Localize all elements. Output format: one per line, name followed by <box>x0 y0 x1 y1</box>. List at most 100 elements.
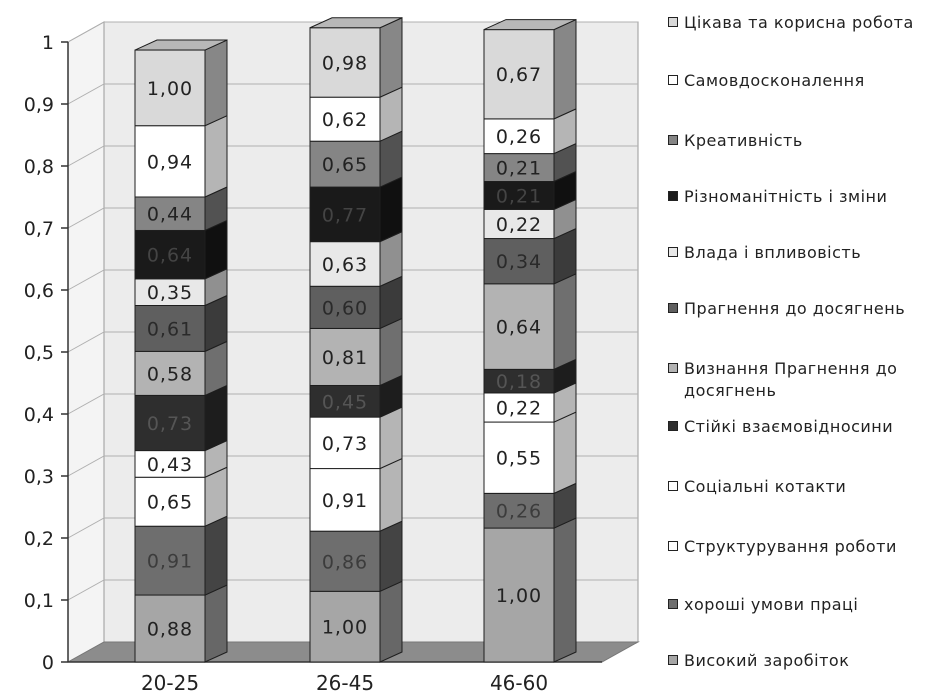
bar <box>309 530 381 592</box>
data-label: 0,18 <box>496 371 542 393</box>
data-label: 0,60 <box>322 297 368 319</box>
bar-side <box>204 515 228 596</box>
bar-segment: 0,44 <box>134 186 228 232</box>
data-label: 0,45 <box>322 391 368 413</box>
data-label: 0,88 <box>147 619 193 641</box>
legend-swatch <box>668 481 678 491</box>
legend-item: Різноманітність і зміни <box>668 186 924 208</box>
y-tick-label: 0,1 <box>24 590 54 612</box>
legend-item: Креативність <box>668 130 924 152</box>
y-tick-label: 0,7 <box>24 218 54 240</box>
data-label: 0,86 <box>322 551 368 573</box>
gridline <box>67 145 638 167</box>
bar-stack-26-45: 1,00 0,86 0,91 0,73 0,45 0,81 0,60 0,63 0,77 0,65… <box>309 16 403 663</box>
legend-item: Прагнення до досягнень <box>668 298 924 320</box>
legend-item: Соціальні котакти <box>668 476 924 498</box>
legend-swatch <box>668 17 678 27</box>
bar <box>134 229 206 280</box>
y-tick-label: 0,9 <box>24 94 54 116</box>
bar-segment: 0,77 <box>309 176 403 243</box>
bars: 0,88 0,91 0,65 0,43 0,73 0,58 0,61 0,35 0,64 0,44… <box>134 16 577 663</box>
bar-segment: 0,64 <box>134 219 228 280</box>
bar-segment: 0,88 <box>134 584 228 663</box>
legend-label: Високий заробіток <box>684 651 850 670</box>
bar-segment: 0,18 <box>483 358 577 394</box>
bar-segment: 0,73 <box>134 384 228 452</box>
bar <box>309 327 381 386</box>
data-label: 0,65 <box>322 154 368 176</box>
legend-item: Цікава та корисна робота <box>668 12 924 34</box>
legend-swatch <box>668 655 678 665</box>
data-label: 0,94 <box>147 151 193 173</box>
bar <box>134 125 206 198</box>
data-label: 0,67 <box>496 64 542 86</box>
gridline <box>67 207 638 229</box>
legend-label: Структурування роботи <box>684 537 897 556</box>
bar <box>309 241 381 287</box>
gridline <box>67 331 638 353</box>
legend-label: Прагнення до досягнень <box>684 299 906 318</box>
bar-segment: 0,65 <box>309 130 403 188</box>
bar-segment: 0,61 <box>134 294 228 353</box>
bar-segment: 0,64 <box>483 273 577 371</box>
bar <box>134 350 206 396</box>
bar-segment: 0,98 <box>309 16 403 98</box>
gridline <box>67 517 638 539</box>
legend-label: Різноманітність і зміни <box>684 187 888 206</box>
bar-stack-20-25: 0,88 0,91 0,65 0,43 0,73 0,58 0,61 0,35 0,64 0,44… <box>134 39 228 663</box>
data-label: 0,62 <box>322 109 368 131</box>
bar-segment: 0,26 <box>483 482 577 529</box>
y-tick-label: 0,6 <box>24 280 54 302</box>
y-tick-label: 0,4 <box>24 404 54 426</box>
data-label: 0,43 <box>147 454 193 476</box>
bar-side <box>204 384 228 452</box>
data-label: 0,77 <box>322 204 368 226</box>
legend-swatch <box>668 135 678 145</box>
bar-side <box>204 584 228 663</box>
data-label: 0,63 <box>322 254 368 276</box>
bar <box>483 392 555 423</box>
legend-item: Високий заробіток <box>668 650 924 672</box>
data-label: 0,91 <box>322 490 368 512</box>
gridline <box>67 455 638 477</box>
bar <box>134 305 206 352</box>
bar <box>134 594 206 663</box>
legend-swatch <box>668 421 678 431</box>
bar-side <box>553 18 577 120</box>
legend-label: Цікава та корисна робота <box>684 13 914 32</box>
bar <box>134 49 206 127</box>
data-label: 0,21 <box>496 185 542 207</box>
bar <box>309 27 381 98</box>
data-label: 1,00 <box>496 585 542 607</box>
bar-segment: 0,45 <box>309 374 403 418</box>
bar-side <box>379 16 403 98</box>
data-label: 0,44 <box>147 204 193 226</box>
data-label: 0,81 <box>322 347 368 369</box>
bar <box>483 421 555 494</box>
y-tick-label: 0,5 <box>24 342 54 364</box>
bar-side <box>379 406 403 470</box>
bar <box>483 29 555 120</box>
bar <box>309 140 381 188</box>
legend-swatch <box>668 303 678 313</box>
bar <box>309 416 381 470</box>
bar-top <box>483 19 577 31</box>
bar-segment: 0,58 <box>134 340 228 397</box>
legend-item: Визнання Прагнення до досягнень <box>668 358 924 402</box>
gridlines <box>67 21 638 601</box>
bar <box>309 384 381 418</box>
x-tick-labels: 20-25 26-45 46-60 <box>141 671 548 693</box>
data-label: 0,64 <box>147 245 193 267</box>
bar-segment: 0,91 <box>134 515 228 596</box>
bar-segment: 0,21 <box>483 170 577 211</box>
y-tick-labels: 0 0,1 0,2 0,3 0,4 0,5 0,6 0,7 0,8 0,9 1 <box>24 32 54 674</box>
bar-side <box>553 411 577 495</box>
bar <box>309 590 381 663</box>
bar-segment: 0,62 <box>309 86 403 142</box>
gridline <box>67 83 638 105</box>
data-label: 0,34 <box>496 251 542 273</box>
bar-segment: 0,43 <box>134 439 228 479</box>
bar <box>483 492 555 529</box>
legend-label: Стійкі взаємовідносини <box>684 417 894 436</box>
bar-top <box>134 39 228 51</box>
